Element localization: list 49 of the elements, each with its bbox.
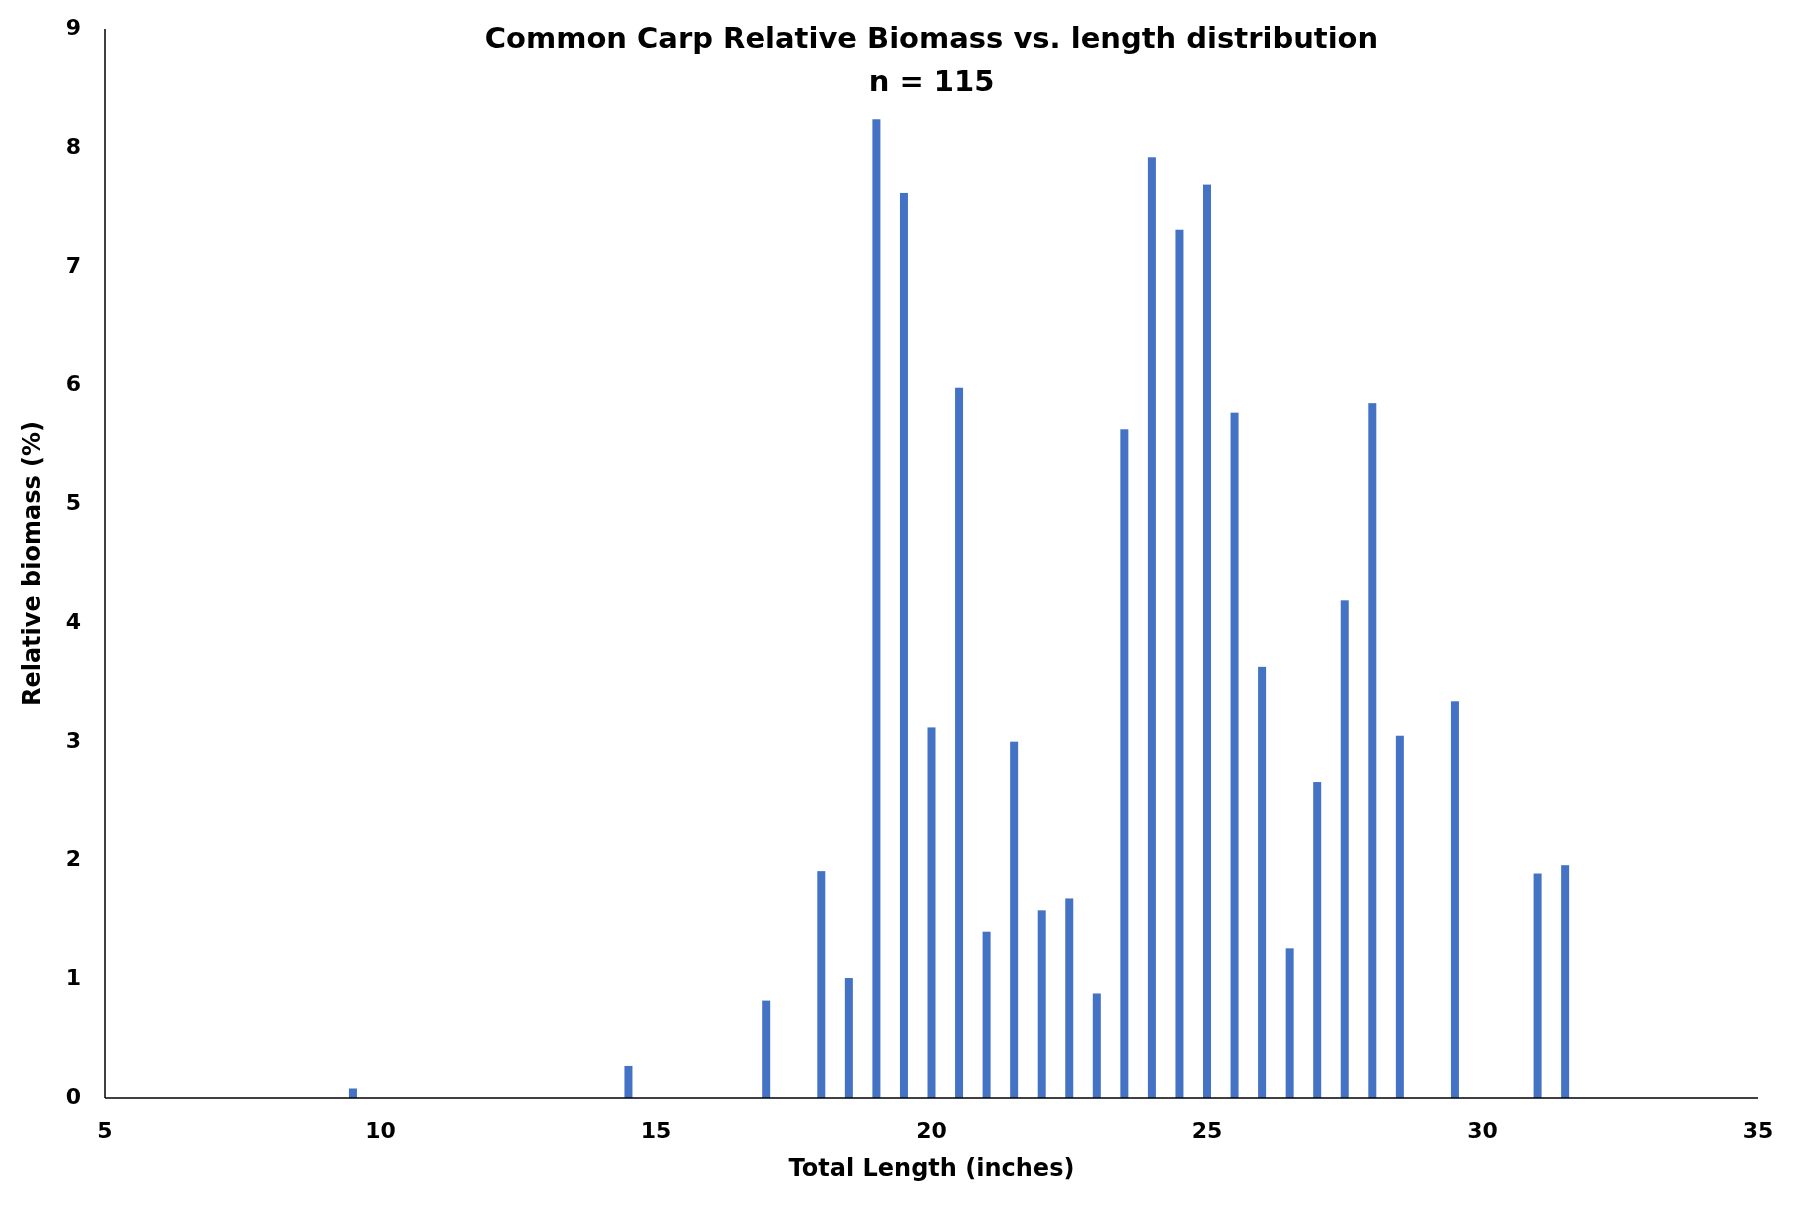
bar [1147, 157, 1156, 1098]
bar [1258, 666, 1267, 1098]
bar [955, 387, 964, 1098]
bar [982, 931, 991, 1098]
y-tick-label: 8 [65, 133, 81, 159]
bar [1010, 741, 1019, 1098]
y-tick-label: 7 [65, 252, 81, 278]
bar [1450, 701, 1459, 1098]
chart-title: Common Carp Relative Biomass vs. length distribution [484, 21, 1379, 55]
bar [1368, 403, 1377, 1098]
x-tick-label: 35 [1742, 1118, 1774, 1143]
bar [762, 1000, 771, 1098]
x-axis-title: Total Length (inches) [788, 1154, 1075, 1182]
bar [1175, 229, 1184, 1098]
bar [1037, 910, 1046, 1098]
bar [899, 192, 908, 1098]
y-tick-label: 3 [65, 727, 81, 753]
y-tick-label: 9 [65, 15, 81, 40]
y-tick-label: 2 [65, 846, 81, 872]
x-tick-label: 25 [1191, 1118, 1223, 1143]
text: n = 115 [868, 64, 995, 98]
y-tick-label: 4 [65, 608, 81, 634]
x-tick-label: 20 [916, 1118, 947, 1143]
x-tick-label: 30 [1467, 1118, 1498, 1143]
bar [1533, 873, 1542, 1098]
y-axis-title: Relative biomass (%) [18, 420, 46, 707]
y-tick-label: 1 [65, 965, 81, 991]
bar [1340, 600, 1349, 1098]
bar [844, 978, 853, 1098]
x-tick-label: 15 [640, 1118, 672, 1143]
y-tick-label: 5 [65, 490, 81, 516]
bar [348, 1088, 357, 1098]
bar [1230, 412, 1239, 1098]
bar [1203, 184, 1211, 1098]
x-tick-label: 5 [97, 1118, 113, 1143]
bar [1395, 735, 1404, 1098]
bar [624, 1065, 633, 1098]
bar [817, 871, 826, 1098]
bar [1285, 948, 1294, 1098]
bar [872, 119, 881, 1098]
y-tick-label: 6 [65, 371, 81, 397]
bar [1092, 993, 1101, 1098]
bar [1561, 865, 1570, 1098]
y-tick-label: 0 [65, 1084, 81, 1109]
bar [927, 727, 936, 1098]
bar [1065, 898, 1074, 1098]
bar [1120, 429, 1129, 1098]
x-tick-label: 10 [365, 1118, 396, 1143]
bar [1313, 782, 1322, 1098]
